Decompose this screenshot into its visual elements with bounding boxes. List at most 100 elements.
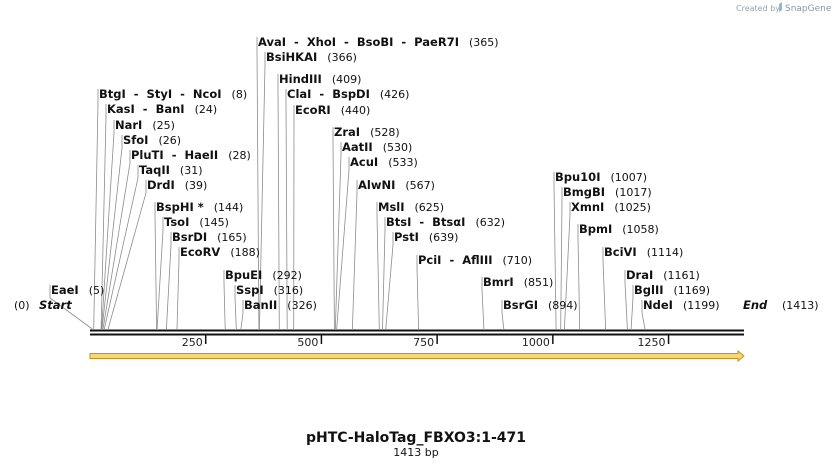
site-line <box>156 217 164 330</box>
site-position: (1017) <box>615 186 652 199</box>
site-label[interactable]: BanII <box>244 298 277 312</box>
site-position: (24) <box>195 103 218 116</box>
site-label[interactable]: BtgI - StyI - NcoI <box>99 87 222 101</box>
site-position: (5) <box>89 284 105 297</box>
site-line <box>223 270 226 330</box>
site-position: (1025) <box>614 201 651 214</box>
site-label[interactable]: DraI <box>626 268 653 282</box>
plasmid-length: 1413 bp <box>393 446 438 459</box>
site-label[interactable]: AatII <box>342 140 373 154</box>
site-position: (409) <box>332 73 362 86</box>
created-by-text: Created by <box>736 4 780 13</box>
site-line <box>285 89 288 330</box>
site-label[interactable]: ClaI - BspDI <box>287 87 370 101</box>
site-label[interactable]: TaqII <box>139 163 170 177</box>
site-line <box>100 104 107 330</box>
site-position: (39) <box>185 179 208 192</box>
start-label: Start <box>39 298 72 312</box>
site-label[interactable]: SspI <box>236 283 264 297</box>
site-label[interactable]: ZraI <box>334 125 360 139</box>
site-label[interactable]: TsoI <box>164 215 189 229</box>
site-label[interactable]: KasI - BanI <box>107 102 185 116</box>
site-position: (28) <box>228 149 251 162</box>
site-label[interactable]: BmrI <box>483 275 514 289</box>
site-label[interactable]: Bpu10I <box>555 170 600 184</box>
site-position: (1007) <box>610 171 647 184</box>
orf-arrow <box>89 349 745 363</box>
site-label[interactable]: BpuEI <box>225 268 262 282</box>
site-line <box>240 300 244 330</box>
site-line <box>501 300 505 330</box>
site-position: (165) <box>217 231 247 244</box>
site-position: (530) <box>383 141 413 154</box>
site-position: (326) <box>287 299 317 312</box>
site-position: (26) <box>158 134 181 147</box>
end-position: (1413) <box>782 299 819 312</box>
site-label[interactable]: SfoI <box>123 133 148 147</box>
site-label[interactable]: NdeI <box>643 298 673 312</box>
site-label[interactable]: EcoRV <box>180 245 220 259</box>
site-line <box>234 285 237 330</box>
site-position: (632) <box>475 216 505 229</box>
site-position: (316) <box>274 284 304 297</box>
site-label[interactable]: BtsI - BtsαI <box>386 215 465 229</box>
site-position: (528) <box>370 126 400 139</box>
site-label[interactable]: MslI <box>378 200 405 214</box>
site-label[interactable]: NarI <box>115 118 142 132</box>
ruler-tick-label: 1000 <box>522 336 550 349</box>
sequence-backbone <box>90 329 744 336</box>
ruler-tick-label: 750 <box>413 336 434 349</box>
site-line <box>259 52 266 330</box>
site-position: (8) <box>232 88 248 101</box>
site-label[interactable]: DrdI <box>147 178 175 192</box>
site-label[interactable]: AcuI <box>350 155 378 169</box>
site-position: (366) <box>327 51 357 64</box>
site-labels: AvaI - XhoI - BsoBI - PaeR7I (365) BsiHKAI… <box>51 35 720 312</box>
site-label[interactable]: EcoRI <box>295 103 331 117</box>
site-line <box>602 247 606 330</box>
ruler-ticks: 250 500 750 1000 1250 <box>182 335 670 349</box>
site-lines <box>49 37 646 330</box>
site-label[interactable]: AvaI - XhoI - BsoBI - PaeR7I <box>258 35 459 49</box>
site-position: (710) <box>503 254 533 267</box>
snapgene-logo-icon <box>779 2 782 12</box>
site-line <box>102 150 131 330</box>
site-label[interactable]: PciI - AflIII <box>418 253 493 267</box>
site-line <box>382 217 386 330</box>
site-label[interactable]: PluTI - HaeII <box>131 148 218 162</box>
site-label[interactable]: BsiHKAI <box>266 50 317 64</box>
site-label[interactable]: AlwNI <box>358 178 395 192</box>
site-label[interactable]: BspHI * <box>156 200 204 214</box>
site-position: (144) <box>214 201 244 214</box>
site-line <box>560 187 563 330</box>
site-label[interactable]: BciVI <box>604 245 637 259</box>
site-position: (31) <box>180 164 203 177</box>
site-label[interactable]: BpmI <box>579 222 612 236</box>
site-label[interactable]: BmgBI <box>563 185 605 199</box>
site-position: (1169) <box>674 284 711 297</box>
site-label[interactable]: BsrDI <box>172 230 207 244</box>
site-line <box>93 89 99 330</box>
site-label[interactable]: EaeI <box>51 283 79 297</box>
site-position: (1161) <box>663 269 700 282</box>
site-line <box>352 180 358 330</box>
site-line <box>630 285 634 330</box>
snapgene-brand: SnapGene <box>785 4 832 14</box>
plasmid-title: pHTC-HaloTag_FBXO3:1-471 <box>306 430 526 446</box>
site-label[interactable]: HindIII <box>279 72 322 86</box>
site-position: (639) <box>429 231 459 244</box>
site-line <box>332 127 335 330</box>
site-position: (533) <box>388 156 418 169</box>
site-line <box>49 285 93 330</box>
site-label[interactable]: PstI <box>394 230 419 244</box>
site-label[interactable]: BglII <box>634 283 664 297</box>
site-line <box>154 202 157 330</box>
site-position: (145) <box>199 216 229 229</box>
site-label[interactable]: XmnI <box>571 200 604 214</box>
site-line <box>334 142 342 330</box>
site-position: (292) <box>272 269 302 282</box>
start-position: (0) <box>14 299 30 312</box>
site-label[interactable]: BsrGI <box>503 298 538 312</box>
site-position: (440) <box>341 104 371 117</box>
